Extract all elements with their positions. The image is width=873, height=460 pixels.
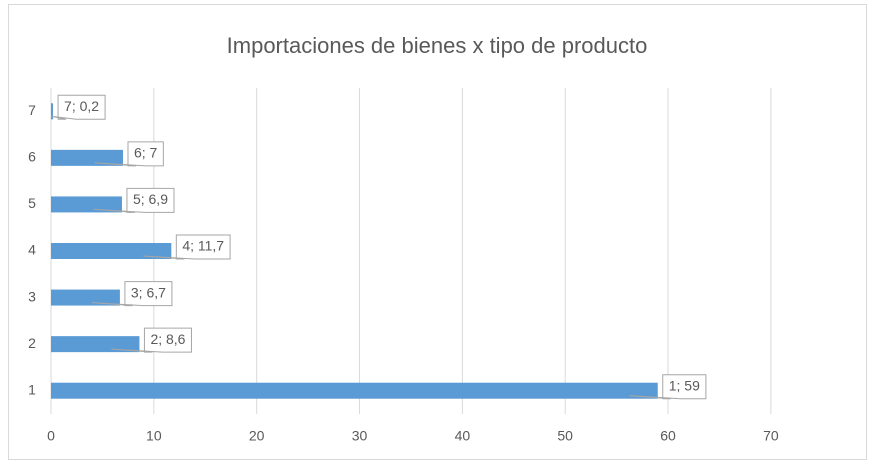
data-label-text: 7; 0,2 [64,98,99,114]
x-tick-label: 0 [47,428,55,444]
x-tick-label: 40 [455,428,471,444]
y-tick-label: 3 [28,288,36,304]
data-label-text: 3; 6,7 [131,284,166,300]
x-tick-label: 70 [763,428,779,444]
data-label-text: 1; 59 [669,377,700,393]
data-label-callout [50,94,106,120]
y-tick-label: 5 [28,195,36,211]
y-tick-label: 7 [28,102,36,118]
x-tick-label: 60 [660,428,676,444]
bar [51,196,122,213]
bar [51,336,140,353]
data-label-callout [93,187,175,213]
data-label-callout [94,141,164,167]
bar [51,382,658,399]
chart-title: Importaciones de bienes x tipo de produc… [227,33,648,58]
bar [51,103,54,120]
x-tick-label: 50 [557,428,573,444]
y-tick-label: 1 [28,381,36,397]
data-label-callout [111,327,192,353]
y-tick-label: 2 [28,335,36,351]
data-label-text: 5; 6,9 [133,191,168,207]
x-tick-label: 10 [146,428,162,444]
data-label-text: 4; 11,7 [182,238,224,254]
x-tick-label: 20 [249,428,265,444]
data-label-callout [143,234,231,260]
bar [51,149,123,166]
bar [51,243,172,259]
x-tick-label: 30 [352,428,368,444]
y-tick-label: 6 [28,149,36,165]
data-label-callout [629,374,707,400]
data-label-text: 6; 7 [134,145,158,161]
y-tick-label: 4 [28,242,36,258]
bar [51,289,120,306]
data-label-callout [91,281,173,307]
data-label-text: 2; 8,6 [150,331,185,347]
